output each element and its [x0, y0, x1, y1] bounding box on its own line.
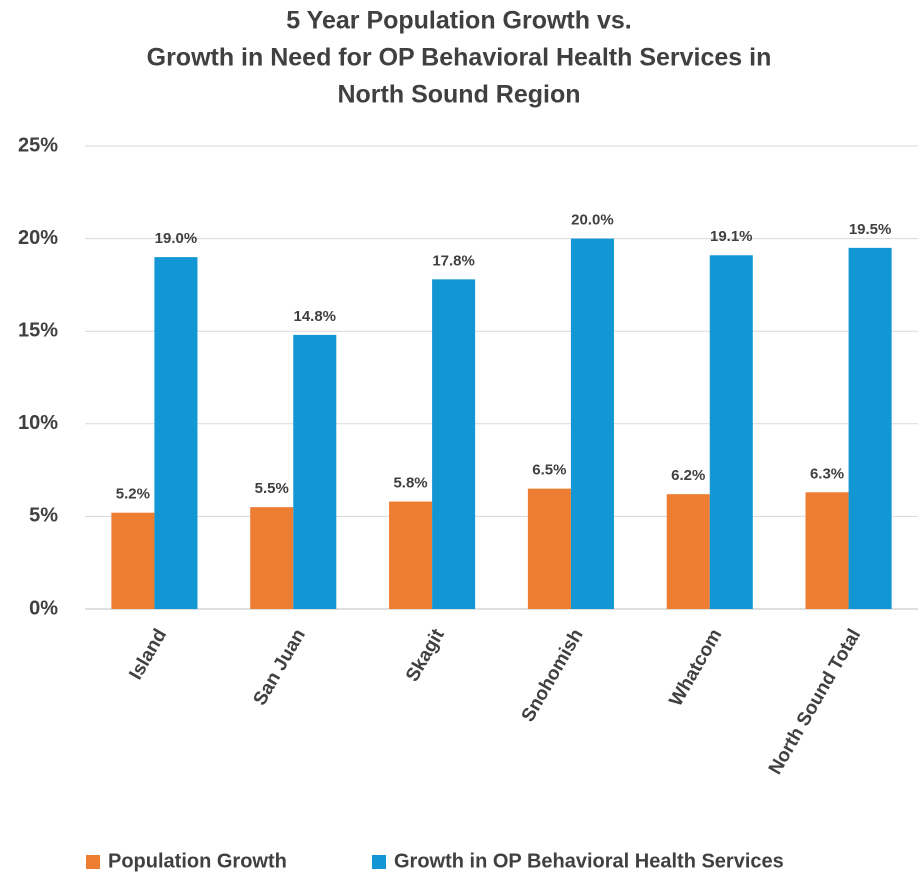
- x-tick-label: San Juan: [249, 626, 309, 710]
- bar: [389, 501, 433, 609]
- x-tick-label: Island: [125, 626, 171, 684]
- bar: [570, 238, 614, 609]
- chart-title: North Sound Region: [337, 81, 580, 109]
- data-label: 6.5%: [532, 462, 566, 479]
- y-tick-label: 20%: [18, 227, 58, 249]
- bar: [709, 255, 753, 609]
- bar: [111, 512, 155, 609]
- legend-swatch: [372, 855, 386, 869]
- data-label: 5.2%: [116, 486, 150, 503]
- legend-swatch: [86, 855, 100, 869]
- y-tick-label: 15%: [18, 319, 58, 341]
- chart-title: 5 Year Population Growth vs.: [286, 7, 631, 35]
- x-tick-label: North Sound Total: [765, 626, 865, 779]
- legend-label: Growth in OP Behavioral Health Services: [394, 850, 784, 872]
- bar: [432, 279, 476, 609]
- chart-title: Growth in Need for OP Behavioral Health …: [147, 44, 772, 72]
- y-tick-label: 25%: [18, 134, 58, 156]
- legend-label: Population Growth: [108, 850, 287, 872]
- x-tick-label: Whatcom: [665, 626, 726, 711]
- data-label: 6.2%: [671, 467, 705, 484]
- data-label: 14.8%: [293, 308, 336, 325]
- data-label: 17.8%: [432, 252, 475, 269]
- bar: [293, 334, 337, 609]
- data-label: 19.5%: [849, 221, 892, 238]
- bar: [666, 494, 710, 609]
- data-label: 5.8%: [393, 475, 427, 492]
- x-tick-label: Snohomish: [518, 626, 588, 726]
- data-label: 19.1%: [710, 228, 753, 245]
- bar: [250, 507, 294, 609]
- bar: [527, 488, 571, 609]
- data-label: 20.0%: [571, 212, 614, 229]
- data-label: 6.3%: [810, 465, 844, 482]
- y-tick-label: 5%: [29, 505, 58, 527]
- bar: [154, 257, 198, 609]
- bar: [805, 492, 849, 609]
- data-label: 5.5%: [255, 480, 289, 497]
- y-tick-label: 0%: [29, 597, 58, 619]
- data-label: 19.0%: [155, 230, 198, 247]
- x-tick-label: Skagit: [402, 625, 449, 685]
- y-tick-label: 10%: [18, 412, 58, 434]
- bar: [848, 247, 892, 610]
